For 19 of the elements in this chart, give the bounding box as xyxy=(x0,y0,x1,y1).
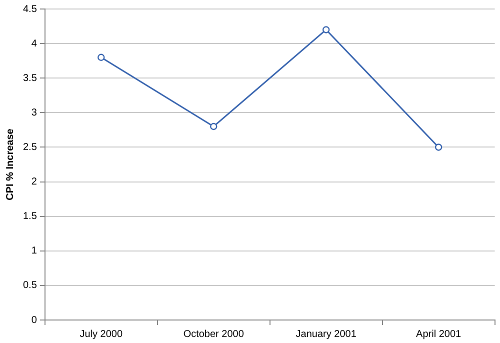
y-tick-label: 3 xyxy=(31,107,38,118)
x-tick-label: July 2000 xyxy=(80,328,123,340)
point xyxy=(210,122,218,130)
y-tick-label: 2 xyxy=(31,176,38,188)
y-tick-label: 1.5 xyxy=(22,211,38,222)
point xyxy=(434,144,442,151)
y-axis-title: CPI % Increase xyxy=(4,128,16,200)
y-tick-label: 2.5 xyxy=(22,142,38,153)
point xyxy=(98,54,105,61)
y-tick-label: 4.5 xyxy=(22,4,38,15)
y-tick-label: 1 xyxy=(31,246,38,257)
point xyxy=(322,26,330,34)
y-tick-label: 3.5 xyxy=(22,72,38,84)
y-tick-label: 4 xyxy=(31,38,38,50)
x-tick-label: October 2000 xyxy=(183,328,244,340)
y-tick-label: 0.5 xyxy=(22,280,38,292)
x-tick-label: January 2001 xyxy=(296,328,357,340)
x-tick-label: April 2001 xyxy=(416,328,462,340)
y-tick-label: 0 xyxy=(31,314,38,326)
